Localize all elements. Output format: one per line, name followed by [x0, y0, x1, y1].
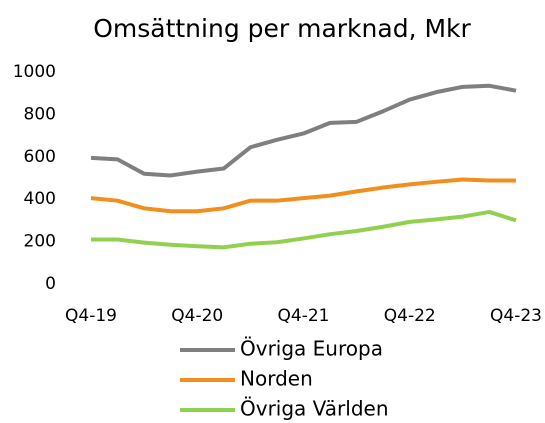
x-tick-label: Q4-22: [384, 306, 436, 326]
y-tick-label: 800: [24, 104, 56, 124]
y-tick-label: 400: [24, 189, 56, 209]
y-tick-label: 600: [24, 147, 56, 167]
legend-label: Övriga Världen: [240, 397, 389, 421]
legend-label: Norden: [240, 367, 313, 391]
x-tick-label: Q4-20: [171, 306, 223, 326]
line-series: [91, 209, 517, 250]
y-tick-label: 0: [45, 274, 56, 294]
y-tick-label: 200: [24, 232, 56, 252]
chart-title: Omsättning per marknad, Mkr: [93, 14, 471, 43]
y-tick-label: 1000: [13, 62, 56, 82]
x-tick-label: Q4-19: [65, 306, 117, 326]
line-series: [90, 177, 516, 214]
legend-label: Övriga Europa: [240, 337, 383, 361]
line-series: [90, 83, 517, 178]
x-tick-label: Q4-21: [278, 306, 330, 326]
x-tick-label: Q4-23: [490, 306, 542, 326]
